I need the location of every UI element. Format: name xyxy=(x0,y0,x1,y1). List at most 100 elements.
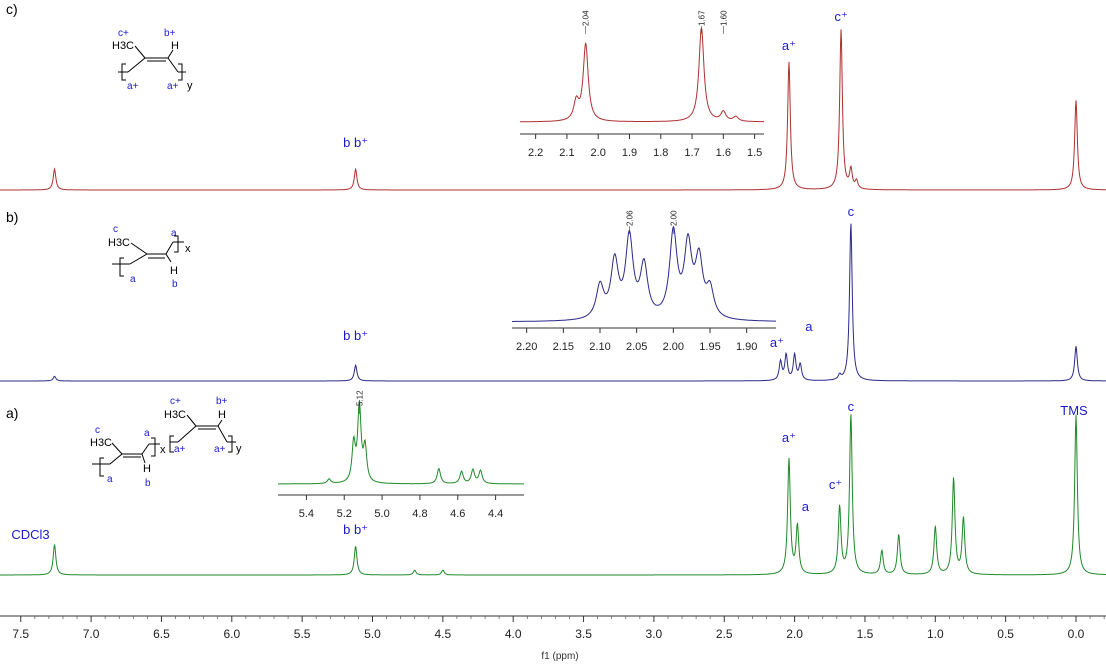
inset-tick-label: 2.00 xyxy=(663,341,684,353)
struct-c-sub: y xyxy=(187,80,193,92)
bond-line xyxy=(141,443,150,455)
bond-line xyxy=(141,453,146,464)
bracket xyxy=(151,437,156,457)
bracket xyxy=(174,235,179,253)
struct-c-label: a+ xyxy=(167,81,179,92)
struct-c-ch3: H3C xyxy=(112,40,134,52)
struct-a-ch3: H3C xyxy=(90,437,112,449)
bond-line xyxy=(129,253,148,265)
struct-a-label: a xyxy=(144,428,150,439)
peak-label: b b⁺ xyxy=(343,135,368,150)
inset-spectrum-0 xyxy=(520,27,765,123)
bond-line xyxy=(186,414,197,427)
inset-tick-label: 4.6 xyxy=(450,508,465,520)
inset-tick-label: 5.0 xyxy=(374,508,389,520)
bond-line xyxy=(217,425,228,443)
struct-a-sub: y xyxy=(236,443,242,455)
struct-c-h: H xyxy=(171,40,179,52)
bond-line xyxy=(130,242,148,255)
inset-tick-label: 2.15 xyxy=(553,341,574,353)
bond-line xyxy=(177,425,197,443)
peak-label: a⁺ xyxy=(782,38,796,53)
inset-tick-label: 1.9 xyxy=(622,147,637,159)
struct-a-label: b xyxy=(145,478,151,489)
bond-line xyxy=(165,253,172,263)
inset-tick-label: 4.4 xyxy=(488,508,503,520)
peak-label: TMS xyxy=(1060,403,1088,418)
struct-b-sub: x xyxy=(185,243,191,255)
series-0: b b⁺ a⁺ c⁺ c) 2.2 2.1 2.0 1.9 1.8 1.7 1.6 1.5 2.04 1.… xyxy=(0,1,1106,191)
struct-a-sub: x xyxy=(160,444,166,456)
inset-tick-label: 2.10 xyxy=(589,341,610,353)
struct-a-label: a+ xyxy=(214,444,226,455)
inset-tick-label: 4.8 xyxy=(412,508,427,520)
panel-label: b) xyxy=(6,209,18,225)
peak-label: a⁺ xyxy=(770,335,784,350)
struct-b-label: a xyxy=(130,274,136,285)
struct-b-ch3: H3C xyxy=(108,237,130,249)
inset-tick-label: 1.5 xyxy=(747,147,762,159)
spectrum-line-0 xyxy=(0,29,1106,191)
struct-b-h: H xyxy=(170,265,178,277)
bracket xyxy=(178,63,183,81)
peak-label: CDCl3 xyxy=(11,527,49,542)
struct-b-label: c xyxy=(113,224,118,235)
inset-tick-label: 5.2 xyxy=(337,508,352,520)
inset-tick-label: 5.4 xyxy=(299,508,314,520)
series-1: b b⁺ a⁺acb)2.20 2.15 2.10 2.05 2.00 1.95 1.902.… xyxy=(0,204,1106,382)
struct-a-label: a+ xyxy=(174,444,186,455)
peak-label: c xyxy=(848,204,855,219)
struct-a-label: c xyxy=(95,425,100,436)
inset-tick-label: 1.95 xyxy=(699,341,720,353)
bracket xyxy=(119,257,124,277)
struct-c-label: c+ xyxy=(118,28,129,39)
inset-spectrum-2 xyxy=(278,400,524,485)
x-tick-label: 3.5 xyxy=(575,627,592,641)
inset-peak-value: 2.04 xyxy=(582,10,591,26)
inset-tick-label: 2.20 xyxy=(516,341,537,353)
peak-label: a xyxy=(802,499,810,514)
inset-spectrum-1 xyxy=(512,225,776,322)
bracket xyxy=(228,435,233,453)
x-tick-label: 3.0 xyxy=(646,627,663,641)
peak-label: b b⁺ xyxy=(343,522,368,537)
inset-2: 5.4 5.2 5.0 4.8 4.6 4.4 5.12 xyxy=(278,390,524,520)
x-tick-label: 0.5 xyxy=(997,627,1014,641)
x-tick-label: 2.0 xyxy=(786,627,803,641)
struct-a-ch3: H3C xyxy=(164,409,186,421)
x-tick-label: 6.0 xyxy=(223,627,240,641)
inset-peak-value: 1.60 xyxy=(719,10,728,26)
panel-label: a) xyxy=(6,405,18,421)
bond-line xyxy=(111,442,123,455)
x-tick-label: 7.0 xyxy=(83,627,100,641)
peak-label: a⁺ xyxy=(782,430,796,445)
struct-a-label: c+ xyxy=(170,396,181,407)
inset-tick-label: 1.90 xyxy=(736,341,757,353)
inset-tick-label: 2.2 xyxy=(528,147,543,159)
x-tick-label: 7.5 xyxy=(12,627,29,641)
x-tick-label: 0.0 xyxy=(1068,627,1085,641)
inset-peak-value: 2.00 xyxy=(669,210,678,226)
x-tick-label: 5.0 xyxy=(364,627,381,641)
bond-line xyxy=(127,57,146,73)
panel-label: c) xyxy=(6,1,18,17)
x-tick-label: 5.5 xyxy=(294,627,311,641)
inset-peak-value: 5.12 xyxy=(355,390,364,406)
inset-peak-value: 1.67 xyxy=(697,10,706,26)
bond-line xyxy=(217,419,223,427)
bond-line xyxy=(109,453,123,465)
bond-line xyxy=(134,45,146,59)
bracket xyxy=(99,457,104,477)
struct-b-label: b xyxy=(172,279,178,290)
bond-line xyxy=(167,57,179,73)
peak-label: a xyxy=(805,319,813,334)
x-tick-label: 2.5 xyxy=(716,627,733,641)
peak-label: c⁺ xyxy=(834,9,847,24)
bond-line xyxy=(167,49,174,59)
x-tick-label: 4.5 xyxy=(435,627,452,641)
inset-1: 2.20 2.15 2.10 2.05 2.00 1.95 1.90 2.06 2.00 xyxy=(512,210,776,353)
struct-c-label: b+ xyxy=(164,28,176,39)
